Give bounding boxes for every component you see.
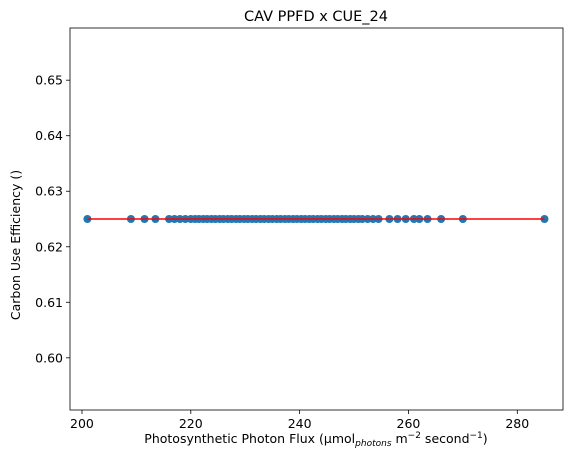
x-tick-label: 260 bbox=[397, 416, 421, 431]
x-tick-label: 280 bbox=[505, 416, 529, 431]
y-tick-label: 0.63 bbox=[35, 184, 63, 199]
y-tick-label: 0.64 bbox=[35, 128, 63, 143]
x-axis-label: Photosynthetic Photon Flux (µmolphotons … bbox=[144, 431, 487, 449]
x-tick-label: 240 bbox=[288, 416, 312, 431]
y-axis-label: Carbon Use Efficiency () bbox=[8, 170, 23, 320]
plot-area: 200 220 240 260 280 0.60 0.61 0.62 0.63 0.64 0.65 bbox=[35, 27, 564, 431]
y-tick-label: 0.65 bbox=[35, 73, 63, 88]
axes-frame bbox=[69, 27, 564, 411]
x-tick-label: 200 bbox=[70, 416, 94, 431]
chart-title: CAV PPFD x CUE_24 bbox=[244, 9, 388, 25]
y-tick-label: 0.61 bbox=[35, 295, 63, 310]
x-tick-label: 220 bbox=[179, 416, 203, 431]
y-tick-label: 0.62 bbox=[35, 239, 63, 254]
y-tick-label: 0.60 bbox=[35, 350, 63, 365]
